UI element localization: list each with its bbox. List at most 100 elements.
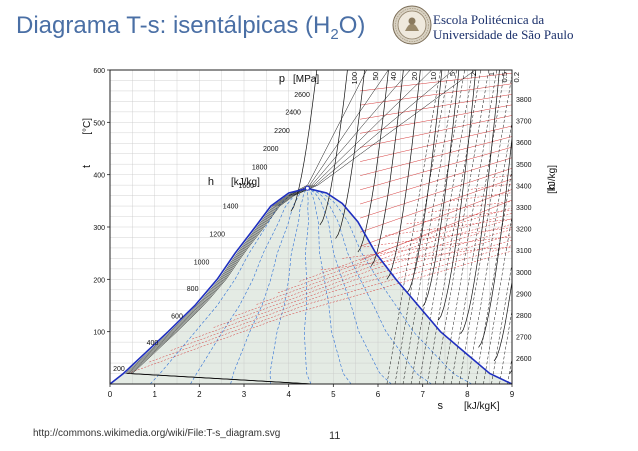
x-tick-label: 7 [420, 390, 425, 399]
quality-line [307, 188, 472, 384]
pressure-axis-symbol: p [279, 73, 285, 85]
y-tick-label: 300 [93, 225, 105, 232]
enthalpy-label-right: 3600 [516, 140, 532, 147]
x-tick-label: 3 [242, 390, 247, 399]
enthalpy-label-right: 2800 [516, 313, 532, 320]
quality-line [307, 188, 432, 384]
isochore-line [394, 70, 449, 384]
x-tick-label: 0 [108, 390, 113, 399]
university-seal-logo [392, 5, 432, 45]
slide-title: Diagrama T-s: isentálpicas (H2O) [16, 12, 366, 43]
isobar-line [493, 279, 512, 362]
enthalpy-right-symbol: h [546, 184, 558, 190]
institution-line-1: Escola Politécnica da [433, 12, 545, 27]
enthalpy-label: 800 [187, 286, 199, 293]
enthalpy-label: 2000 [263, 146, 279, 153]
isobar-line [371, 70, 404, 266]
isobar-line [478, 133, 512, 348]
pressure-label: 50 [371, 72, 380, 80]
source-url[interactable]: http://commons.wikimedia.org/wiki/File:T… [33, 428, 281, 439]
isobar-line [126, 70, 389, 384]
isobar-line [438, 70, 477, 321]
x-tick-label: 8 [465, 390, 470, 399]
isobar-line [131, 70, 476, 384]
enthalpy-label: 2200 [274, 128, 290, 135]
isenthalp-line [360, 189, 512, 247]
isenthalp-line [363, 227, 512, 248]
isobar-line [129, 70, 432, 384]
isenthalp-line [360, 157, 512, 205]
enthalpy-label-right: 3400 [516, 183, 532, 190]
y-tick-label: 600 [93, 68, 105, 75]
isochore-line [451, 70, 506, 384]
quality-line [307, 188, 352, 384]
isenthalp-line [385, 218, 512, 236]
enthalpy-label: 1600 [238, 183, 254, 190]
isobar-line [124, 70, 367, 384]
curve-layer [110, 0, 605, 384]
x-tick-label: 2 [197, 390, 202, 399]
enthalpy-label-right: 3500 [516, 162, 532, 169]
pressure-label: 2 [469, 72, 478, 76]
enthalpy-label-right: 3200 [516, 227, 532, 234]
isenthalp-line [277, 213, 512, 294]
quality-line [269, 188, 308, 384]
isenthalp-line [360, 136, 512, 176]
pressure-axis-unit: [MPa] [293, 74, 319, 85]
enthalpy-label: 200 [113, 366, 125, 373]
isochore-line [418, 70, 473, 384]
pressure-label: 100 [350, 72, 359, 85]
enthalpy-label: 1000 [194, 260, 210, 267]
pressure-label: 40 [389, 72, 398, 80]
entropy-axis-symbol: s [438, 400, 444, 412]
isenthalp-line [360, 146, 512, 191]
isenthalp-line [127, 250, 512, 374]
enthalpy-label-right: 2700 [516, 335, 532, 342]
enthalpy-label-right: 3800 [516, 97, 532, 104]
enthalpy-label-right: 2600 [516, 356, 532, 363]
isochore-line [386, 70, 441, 384]
enthalpy-label: 2400 [285, 109, 301, 116]
isobar-line [127, 70, 411, 384]
isochore-line [434, 70, 490, 384]
quality-line [304, 188, 312, 384]
isenthalp-line [360, 178, 512, 233]
isenthalp-line [320, 247, 512, 271]
isenthalp-line [360, 125, 512, 162]
isobar-line [130, 70, 454, 384]
enthalpy-axis-symbol: h [208, 176, 214, 188]
quality-line [307, 188, 392, 384]
isochore-line [402, 70, 457, 384]
pressure-label: 1 [487, 72, 496, 76]
y-tick-label: 500 [93, 120, 105, 127]
isobar-line [525, 0, 605, 374]
isenthalp-line [149, 245, 512, 363]
isenthalp-line [360, 168, 512, 219]
enthalpy-axis-unit: [kJ/kg] [231, 177, 260, 188]
isenthalp-line [360, 83, 512, 106]
isenthalp-line [256, 218, 512, 305]
pressure-label: 10 [429, 72, 438, 80]
isochore-line [426, 70, 481, 384]
x-tick-label: 4 [286, 390, 291, 399]
entropy-axis-unit: [kJ/kgK] [464, 401, 500, 412]
critical-point [304, 185, 310, 191]
y-tick-label: 100 [93, 330, 105, 337]
enthalpy-label-right: 3700 [516, 119, 532, 126]
page-number: 11 [329, 430, 341, 442]
quality-line [230, 188, 308, 384]
enthalpy-label-right: 3000 [516, 270, 532, 277]
isobar-line [357, 70, 389, 253]
enthalpy-label: 1400 [223, 204, 239, 211]
institution-name: Escola Politécnica da Universidade de Sã… [433, 12, 573, 42]
x-tick-label: 1 [152, 390, 157, 399]
isobar-line [386, 70, 421, 280]
pressure-label: 0.2 [512, 72, 521, 82]
enthalpy-label-right: 3300 [516, 205, 532, 212]
isobar-line [422, 70, 460, 307]
enthalpy-label: 1800 [252, 164, 268, 171]
x-tick-label: 6 [376, 390, 381, 399]
enthalpy-label-right: 3100 [516, 248, 532, 255]
y-tick-label: 400 [93, 173, 105, 180]
